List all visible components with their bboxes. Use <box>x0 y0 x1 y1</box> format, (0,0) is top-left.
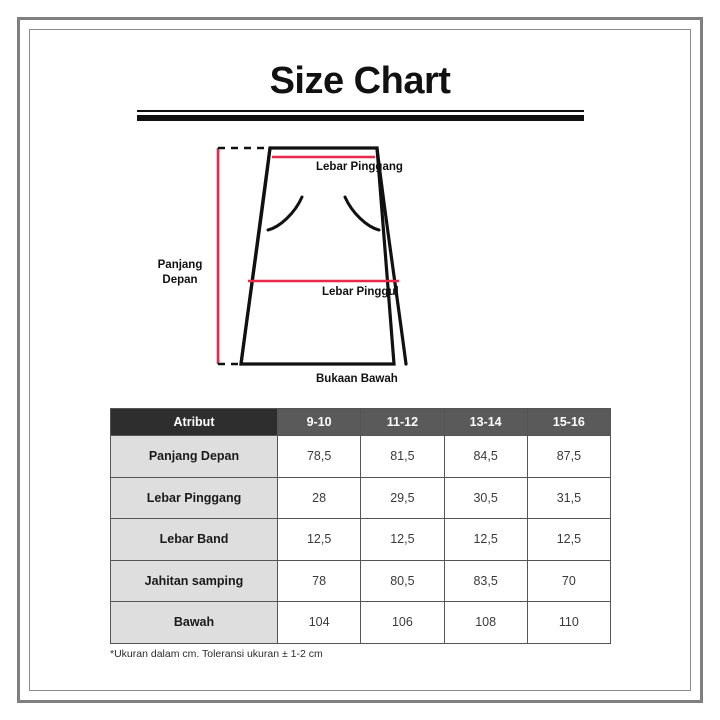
table-header-size-13-14: 13-14 <box>443 408 528 436</box>
decorative-frame-inner <box>29 29 691 691</box>
skirt-illustration <box>216 146 408 366</box>
row-value: 12,5 <box>443 518 528 561</box>
label-panjang-depan-line2: Depan <box>162 274 198 286</box>
row-attribute: Lebar Band <box>110 518 278 561</box>
row-value: 12,5 <box>360 518 445 561</box>
table-header-size-11-12: 11-12 <box>360 408 445 436</box>
table-header-size-9-10: 9-10 <box>276 408 362 436</box>
row-value: 83,5 <box>443 559 528 602</box>
title-divider-thick <box>137 115 584 121</box>
skirt-diagram <box>130 135 600 395</box>
table-header-attribute: Atribut <box>110 408 278 436</box>
row-value: 81,5 <box>360 435 445 478</box>
table-row: Lebar Band 12,5 12,5 12,5 12,5 <box>110 518 612 561</box>
row-value: 70 <box>526 559 612 602</box>
label-panjang-depan: Panjang Depan <box>152 258 208 288</box>
row-value: 12,5 <box>276 518 362 561</box>
row-attribute: Bawah <box>110 601 278 644</box>
row-value: 106 <box>360 601 445 644</box>
row-value: 12,5 <box>526 518 612 561</box>
row-value: 80,5 <box>360 559 445 602</box>
table-header-row: Atribut 9-10 11-12 13-14 15-16 <box>110 408 612 436</box>
table-row: Lebar Pinggang 28 29,5 30,5 31,5 <box>110 476 612 519</box>
decorative-frame-outer <box>17 17 703 703</box>
table-row: Jahitan samping 78 80,5 83,5 70 <box>110 559 612 602</box>
row-attribute: Lebar Pinggang <box>110 476 278 519</box>
page-title: Size Chart <box>269 60 451 102</box>
measurement-footnote: *Ukuran dalam cm. Toleransi ukuran ± 1-2… <box>110 648 323 660</box>
skirt-outline <box>239 146 396 366</box>
label-lebar-pinggul: Lebar Pinggul <box>322 286 399 298</box>
title-divider-thin <box>137 110 584 112</box>
row-value: 78,5 <box>276 435 362 478</box>
row-value: 108 <box>443 601 528 644</box>
row-value: 87,5 <box>526 435 612 478</box>
row-value: 31,5 <box>526 476 612 519</box>
label-panjang-depan-line1: Panjang <box>157 259 203 271</box>
table-row: Panjang Depan 78,5 81,5 84,5 87,5 <box>110 435 612 478</box>
label-lebar-pinggang: Lebar Pinggang <box>316 161 403 173</box>
row-attribute: Panjang Depan <box>110 435 278 478</box>
table-header-size-15-16: 15-16 <box>526 408 612 436</box>
row-value: 28 <box>276 476 362 519</box>
row-value: 29,5 <box>360 476 445 519</box>
row-value: 30,5 <box>443 476 528 519</box>
row-value: 110 <box>526 601 612 644</box>
pocket-curve-left <box>266 195 304 232</box>
skirt-right-seam <box>375 146 408 366</box>
skirt-left-seam <box>239 146 272 366</box>
pocket-curve-right <box>343 195 381 232</box>
row-attribute: Jahitan samping <box>110 559 278 602</box>
label-bukaan-bawah: Bukaan Bawah <box>316 373 398 385</box>
row-value: 84,5 <box>443 435 528 478</box>
size-table: Atribut 9-10 11-12 13-14 15-16 Panjang D… <box>110 408 612 644</box>
table-row: Bawah 104 106 108 110 <box>110 601 612 644</box>
row-value: 104 <box>276 601 362 644</box>
row-value: 78 <box>276 559 362 602</box>
